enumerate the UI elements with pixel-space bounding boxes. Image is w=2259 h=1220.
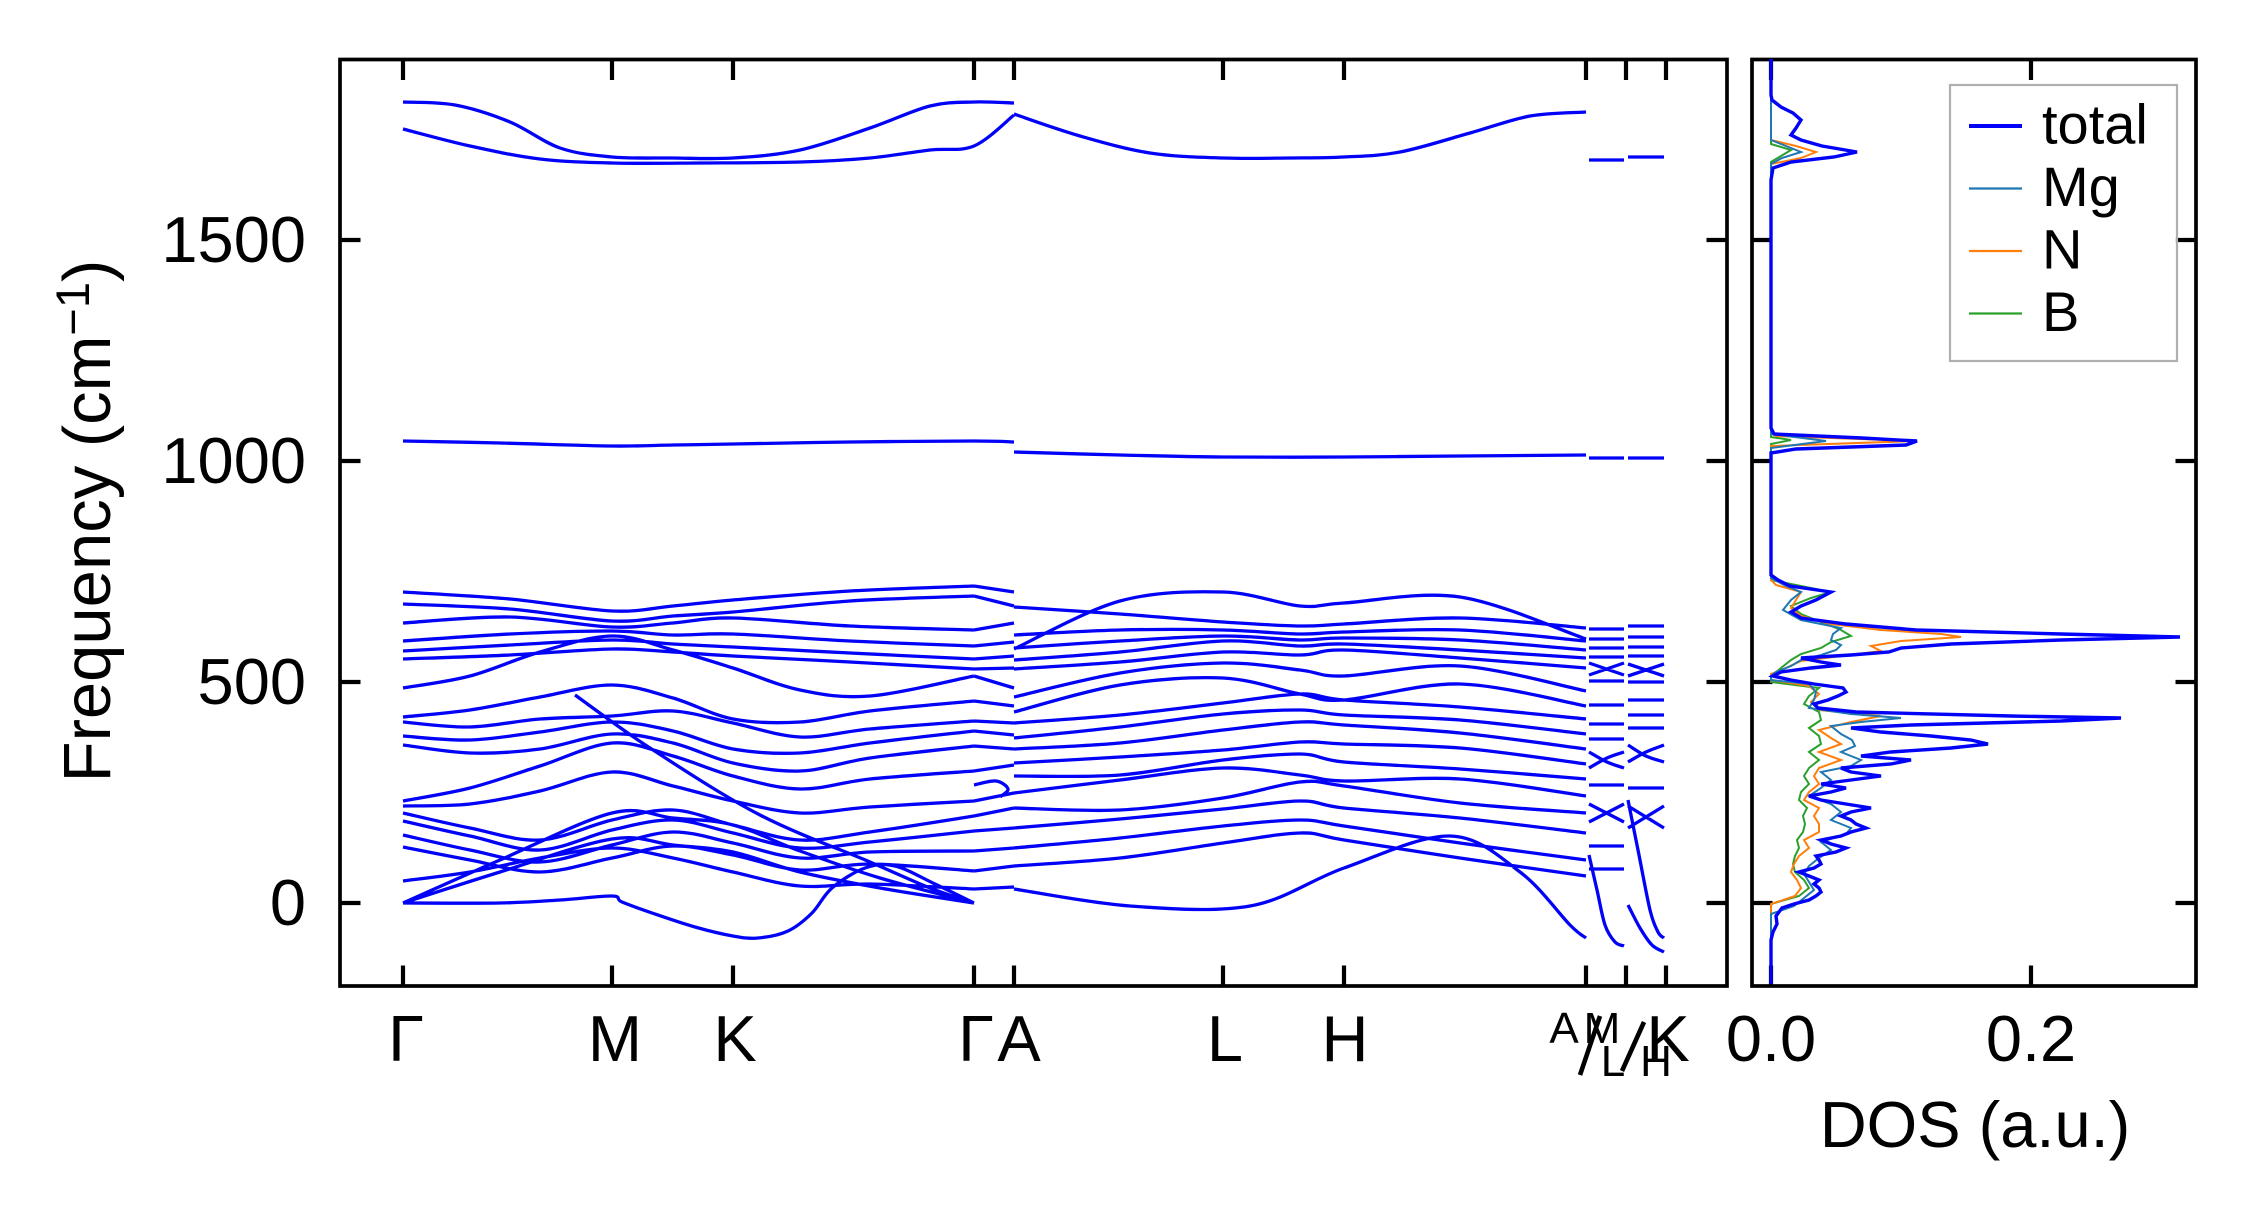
svg-text:0.0: 0.0 [1726,1002,1816,1075]
svg-text:Frequency (cm−1): Frequency (cm−1) [46,260,125,783]
svg-text:Γ: Γ [958,1002,994,1075]
svg-text:K: K [1646,1002,1689,1075]
svg-text:total: total [2042,93,2148,156]
svg-text:1000: 1000 [161,424,306,497]
svg-text:Mg: Mg [2042,155,2120,218]
svg-text:M: M [588,1002,642,1075]
svg-text:A: A [997,1002,1041,1075]
svg-text:H: H [1640,1037,1672,1086]
svg-text:1500: 1500 [161,203,306,276]
svg-text:L: L [1207,1002,1243,1075]
svg-text:Γ: Γ [388,1002,424,1075]
svg-text:DOS (a.u.): DOS (a.u.) [1820,1088,2131,1161]
svg-text:B: B [2042,280,2079,343]
svg-text:500: 500 [198,645,306,718]
svg-text:K: K [713,1002,756,1075]
svg-text:N: N [2042,218,2082,281]
svg-text:A: A [1549,1004,1579,1053]
svg-text:0: 0 [270,866,306,939]
svg-text:L: L [1601,1037,1625,1086]
svg-text:0.2: 0.2 [1986,1002,2076,1075]
svg-text:H: H [1322,1002,1369,1075]
